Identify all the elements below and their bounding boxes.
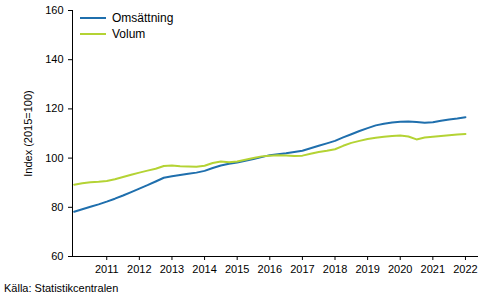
svg-text:80: 80 bbox=[51, 201, 63, 213]
svg-text:2013: 2013 bbox=[160, 263, 184, 275]
html-text:Omsättning: Omsättning bbox=[112, 11, 174, 25]
svg-text:2014: 2014 bbox=[192, 263, 216, 275]
svg-text:2022: 2022 bbox=[453, 263, 477, 275]
svg-text:2012: 2012 bbox=[127, 263, 151, 275]
svg-text:2018: 2018 bbox=[323, 263, 347, 275]
html-text:Källa: Statistikcentralen: Källa: Statistikcentralen bbox=[4, 282, 119, 294]
svg-text:100: 100 bbox=[45, 152, 63, 164]
svg-text:Index (2015=100): Index (2015=100) bbox=[22, 90, 34, 177]
svg-text:2011: 2011 bbox=[95, 263, 119, 275]
svg-text:2021: 2021 bbox=[421, 263, 445, 275]
svg-text:160: 160 bbox=[45, 4, 63, 16]
html-text:Volum: Volum bbox=[112, 27, 146, 41]
svg-text:140: 140 bbox=[45, 53, 63, 65]
svg-text:2016: 2016 bbox=[258, 263, 282, 275]
svg-text:120: 120 bbox=[45, 102, 63, 114]
svg-text:2017: 2017 bbox=[290, 263, 314, 275]
svg-text:2020: 2020 bbox=[388, 263, 412, 275]
svg-text:60: 60 bbox=[51, 250, 63, 262]
svg-text:2015: 2015 bbox=[225, 263, 249, 275]
svg-text:2019: 2019 bbox=[355, 263, 379, 275]
